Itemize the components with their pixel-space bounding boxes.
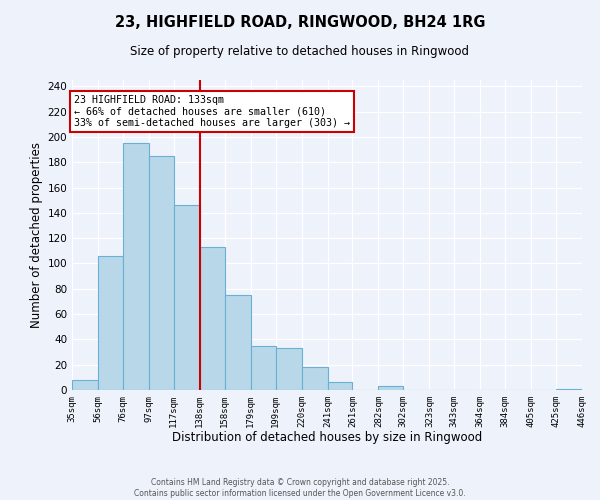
Bar [328, 382, 352, 390]
Bar [275, 348, 302, 390]
Bar [72, 380, 98, 390]
Text: Size of property relative to detached houses in Ringwood: Size of property relative to detached ho… [131, 45, 470, 58]
Bar [302, 367, 328, 390]
Bar [379, 386, 403, 390]
Bar [149, 156, 174, 390]
Bar [200, 247, 224, 390]
Bar [123, 144, 149, 390]
Text: 23 HIGHFIELD ROAD: 133sqm
← 66% of detached houses are smaller (610)
33% of semi: 23 HIGHFIELD ROAD: 133sqm ← 66% of detac… [74, 95, 350, 128]
Bar [251, 346, 275, 390]
Bar [98, 256, 123, 390]
Y-axis label: Number of detached properties: Number of detached properties [30, 142, 43, 328]
Bar [556, 388, 582, 390]
Bar [174, 206, 200, 390]
Text: 23, HIGHFIELD ROAD, RINGWOOD, BH24 1RG: 23, HIGHFIELD ROAD, RINGWOOD, BH24 1RG [115, 15, 485, 30]
Bar [224, 295, 251, 390]
X-axis label: Distribution of detached houses by size in Ringwood: Distribution of detached houses by size … [172, 432, 482, 444]
Text: Contains HM Land Registry data © Crown copyright and database right 2025.
Contai: Contains HM Land Registry data © Crown c… [134, 478, 466, 498]
